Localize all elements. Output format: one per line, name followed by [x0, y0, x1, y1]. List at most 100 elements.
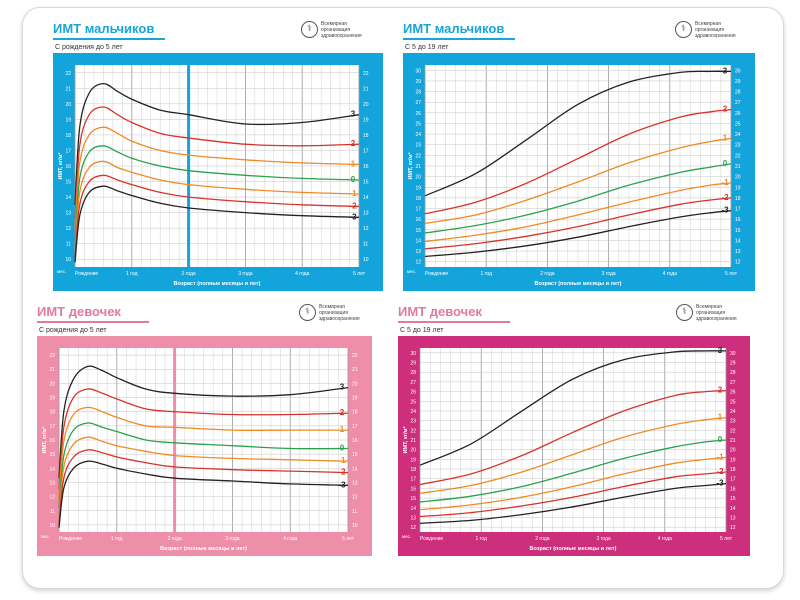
y-tick-label-right: 22: [730, 428, 736, 434]
series-label: -2: [349, 201, 357, 210]
y-tick-label-right: 14: [735, 238, 741, 244]
y-tick-label-left: 18: [49, 410, 55, 416]
y-tick-label-left: 18: [65, 133, 71, 139]
y-tick-label-right: 11: [363, 242, 368, 248]
chart-panel-boys-5-19: ИМТ мальчиков С 5 до 19 лет ⚕ Всемирная …: [403, 21, 755, 291]
series-label: 3: [351, 110, 356, 119]
grid: [58, 348, 349, 532]
series-line-1: [424, 137, 732, 225]
y-tick-label-left: 17: [49, 424, 55, 430]
y-tick-label-right: 25: [735, 121, 741, 127]
series-label: 0: [718, 435, 723, 444]
y-tick-label-left: 22: [415, 153, 421, 159]
series-line-3: [424, 70, 732, 197]
series-label: 3: [718, 346, 723, 355]
y-tick-label-right: 21: [352, 367, 358, 373]
y-tick-label-left: 11: [50, 509, 55, 515]
series-line--3: [58, 460, 349, 528]
y-axis-label: ИМТ, кг/м²: [402, 426, 409, 453]
x-tick-label: 2 года: [167, 536, 181, 542]
y-tick-label-left: 16: [49, 438, 55, 444]
y-tick-label-right: 20: [730, 448, 736, 454]
y-tick-label-left: 22: [49, 353, 55, 359]
series-line-0: [58, 422, 349, 508]
series-label: 0: [723, 159, 728, 168]
y-tick-label-right: 13: [735, 249, 741, 255]
x-tick-label: 5 лет: [353, 271, 366, 277]
y-tick-label-right: 16: [363, 164, 369, 170]
y-tick-label-left: 26: [410, 390, 416, 396]
title-underline: [37, 321, 149, 323]
y-tick-label-right: 19: [352, 396, 358, 402]
y-tick-label-right: 16: [352, 438, 358, 444]
y-tick-label-right: 20: [363, 102, 369, 108]
series-line--1: [58, 436, 349, 517]
y-tick-label-right: 15: [730, 496, 736, 502]
x-tick-label: Рождение: [420, 536, 443, 542]
x-tick-label: 4 года: [295, 271, 309, 277]
who-logo: ⚕ Всемирная организация здравоохранения: [301, 21, 369, 39]
x-tick-label: 1 год: [111, 536, 123, 542]
y-tick-label-left: 17: [65, 148, 71, 154]
y-tick-label-left: 24: [410, 409, 416, 415]
panel-subtitle: С 5 до 19 лет: [400, 327, 444, 334]
series-line-0: [424, 163, 732, 234]
y-tick-label-right: 23: [730, 419, 736, 425]
y-tick-label-left: 17: [415, 207, 421, 213]
y-tick-label-left: 15: [65, 180, 71, 186]
y-tick-label-right: 17: [352, 424, 358, 430]
y-tick-label-left: 20: [65, 102, 71, 108]
y-tick-label-left: 25: [410, 399, 416, 405]
y-tick-label-right: 12: [363, 226, 369, 232]
y-tick-label-left: 12: [65, 226, 71, 232]
y-tick-label-left: 14: [410, 506, 416, 512]
y-tick-label-right: 21: [730, 438, 736, 444]
series-label: -3: [338, 480, 346, 489]
y-tick-label-left: 28: [415, 90, 421, 96]
org-name-line1: Всемирная организация: [321, 21, 351, 33]
series-line--2: [419, 471, 727, 518]
x-tick-label: Рождение: [425, 271, 448, 277]
y-tick-label-right: 26: [730, 390, 736, 396]
x-axis-label: Возраст (полные месяцы и лет): [535, 281, 622, 287]
y-tick-label-left: 13: [410, 515, 416, 521]
y-tick-label-right: 30: [735, 68, 741, 74]
x-tick-label: 3 года: [225, 536, 239, 542]
x-tick-label: 5 лет: [342, 536, 355, 542]
y-tick-label-left: 18: [410, 467, 416, 473]
y-tick-label-right: 19: [735, 185, 741, 191]
y-tick-label-right: 21: [735, 164, 741, 170]
series-line--2: [424, 197, 732, 250]
series-label: -3: [721, 206, 729, 215]
x-tick-label: Рождение: [59, 536, 82, 542]
y-tick-label-right: 10: [352, 523, 358, 529]
y-tick-label-right: 24: [735, 132, 741, 138]
who-emblem-icon: ⚕: [676, 304, 693, 321]
who-emblem-icon: ⚕: [675, 21, 692, 38]
org-name-line1: Всемирная организация: [696, 304, 726, 316]
y-tick-label-right: 17: [730, 477, 736, 483]
series-line-2: [419, 389, 727, 486]
y-tick-label-left: 27: [415, 100, 421, 106]
x-unit-label: мес.: [402, 534, 411, 539]
series-line-2: [74, 106, 360, 219]
y-tick-label-left: 14: [65, 195, 71, 201]
y-tick-label-right: 27: [735, 100, 741, 106]
chart-frame: 2221201918171615141312111022212019181716…: [37, 336, 372, 556]
panel-subtitle: С рождения до 5 лет: [55, 44, 123, 51]
y-tick-label-left: 29: [410, 361, 416, 367]
grid: [74, 65, 360, 267]
y-tick-label-right: 27: [730, 380, 736, 386]
who-emblem-icon: ⚕: [299, 304, 316, 321]
series-line--3: [74, 185, 360, 263]
org-name-line2: здравоохранения: [696, 316, 737, 322]
x-tick-label: 3 года: [601, 271, 615, 277]
who-logo: ⚕ Всемирная организация здравоохранения: [676, 304, 744, 322]
y-tick-label-right: 13: [730, 515, 736, 521]
series-label: 2: [340, 408, 345, 417]
y-tick-label-right: 15: [352, 452, 358, 458]
series-label: -2: [721, 193, 729, 202]
y-tick-label-left: 12: [415, 260, 421, 266]
y-tick-label-right: 25: [730, 399, 736, 405]
org-name-line2: здравоохранения: [321, 33, 362, 39]
